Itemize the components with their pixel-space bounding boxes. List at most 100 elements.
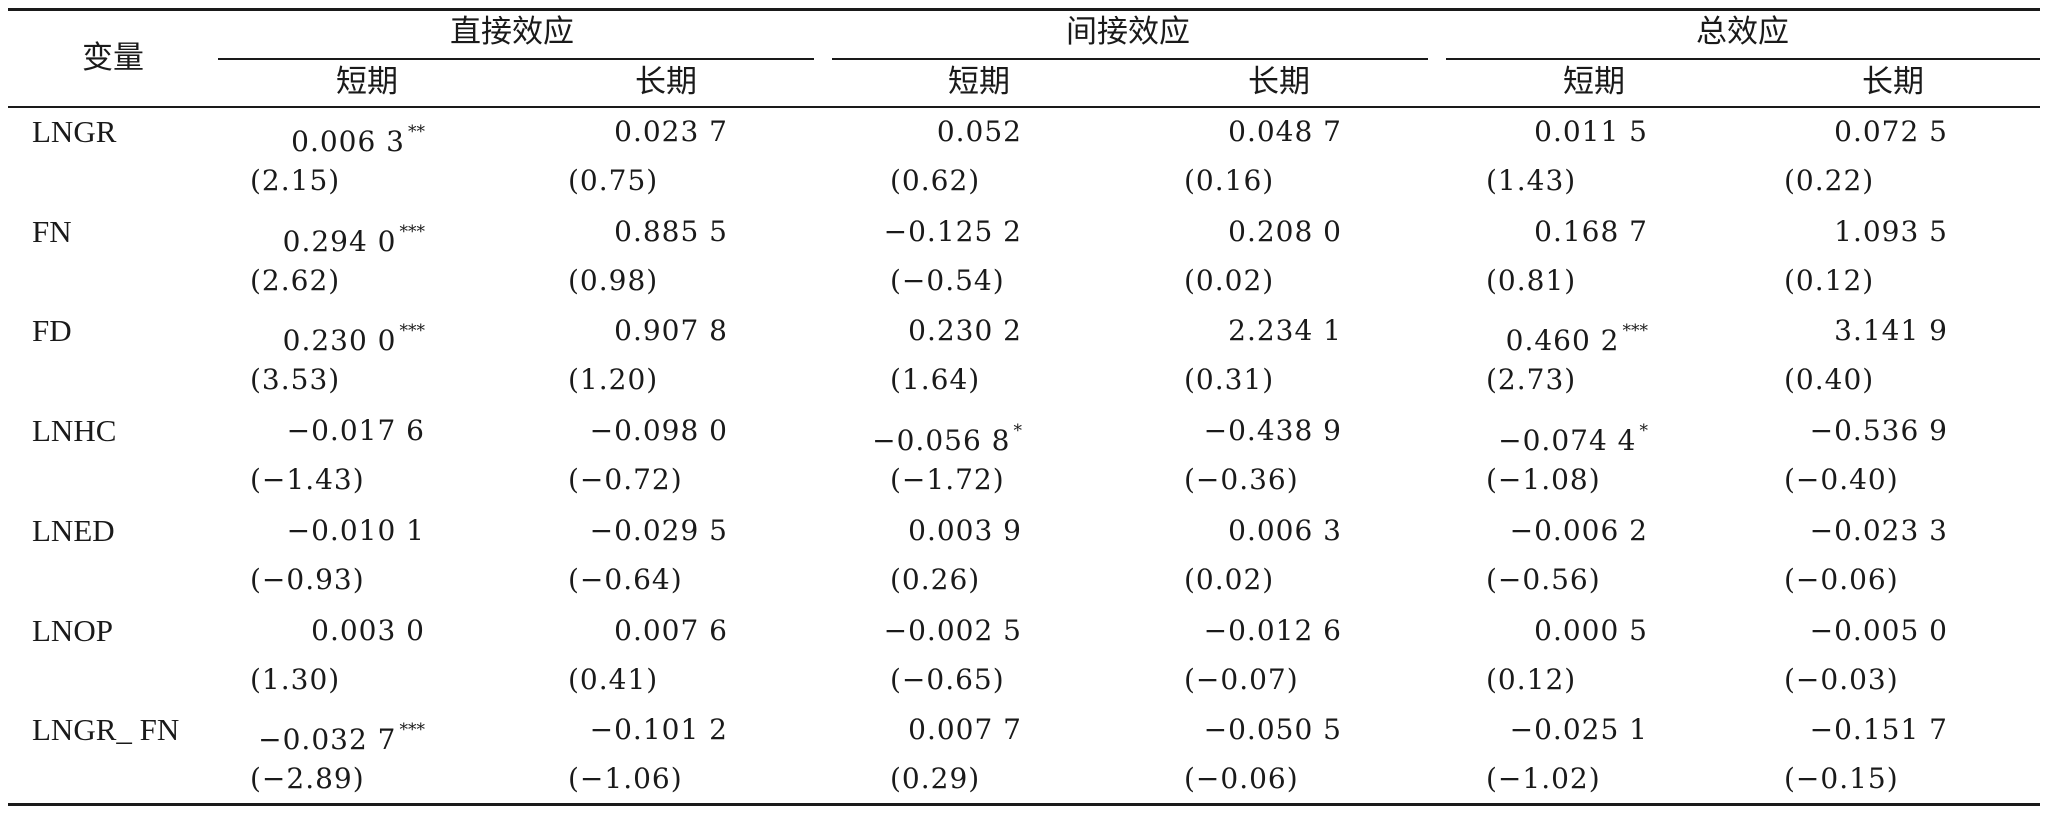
coefficient-value: −0.074 4 (1498, 424, 1637, 458)
coefficient-cell: −0.032 7 *** (258, 710, 425, 760)
indirect-group-rule (832, 58, 1428, 60)
coefficient-cell: 0.460 2 *** (1506, 311, 1648, 361)
coefficient-value: 0.003 9 (908, 513, 1022, 547)
t-stat-cell: (2.73) (1486, 363, 1577, 397)
coefficient-value: 0.006 3 (1228, 513, 1342, 547)
t-stat-cell: (−0.07) (1184, 662, 1299, 696)
group-header-indirect: 间接效应 (1066, 14, 1190, 50)
subhead-indirect-long: 长期 (1248, 64, 1310, 100)
coefficient-value: 3.141 9 (1834, 314, 1948, 348)
t-stat-cell: (0.81) (1486, 263, 1577, 297)
t-stat-cell: (0.12) (1784, 263, 1875, 297)
t-stat-cell: (1.20) (568, 363, 659, 397)
significance-stars: * (1639, 421, 1649, 442)
header-rule (8, 106, 2040, 108)
coefficient-cell: 0.011 5 (1534, 112, 1648, 152)
coefficient-cell: −0.017 6 (287, 411, 425, 451)
row-label: LNHC (32, 413, 117, 449)
coefficient-value: 0.006 3 (291, 125, 405, 158)
coefficient-cell: −0.536 9 (1810, 411, 1948, 451)
t-stat-cell: (0.22) (1784, 164, 1875, 197)
coefficient-value: 0.885 5 (614, 214, 728, 248)
coefficient-cell: 0.003 9 (908, 511, 1022, 551)
coefficient-value: 0.048 7 (1228, 115, 1342, 148)
significance-stars: *** (399, 720, 426, 741)
t-stat-cell: (3.53) (250, 363, 341, 397)
coefficient-cell: −0.151 7 (1810, 710, 1948, 750)
coefficient-value: 0.023 7 (614, 115, 728, 148)
coefficient-cell: 3.141 9 (1834, 311, 1948, 351)
coefficient-cell: 0.052 (937, 112, 1022, 152)
coefficient-cell: −0.006 2 (1510, 511, 1648, 551)
coefficient-value: 0.168 7 (1534, 214, 1648, 248)
group-header-direct: 直接效应 (450, 14, 574, 50)
coefficient-value: −0.098 0 (589, 414, 728, 448)
row-label: LNED (32, 512, 115, 548)
t-stat-cell: (−1.72) (890, 463, 1005, 497)
coefficient-value: −0.438 9 (1203, 414, 1342, 448)
t-stat-cell: (−0.56) (1486, 562, 1601, 596)
coefficient-value: −0.002 5 (883, 613, 1022, 647)
coefficient-cell: 0.003 0 (311, 611, 425, 651)
coefficient-cell: 2.234 1 (1228, 311, 1342, 351)
coefficient-value: 0.007 6 (614, 613, 728, 647)
significance-stars: *** (1622, 321, 1649, 342)
t-stat-cell: (−0.06) (1784, 562, 1899, 596)
bottom-rule (8, 803, 2040, 806)
t-stat-cell: (−1.43) (250, 463, 365, 497)
significance-stars: *** (399, 221, 426, 242)
row-label: LNGR (32, 114, 117, 149)
coefficient-value: −0.005 0 (1809, 613, 1948, 647)
direct-group-rule (218, 58, 814, 60)
coefficient-value: 0.052 (936, 115, 1022, 148)
coefficient-cell: 0.006 3 ** (291, 112, 425, 162)
t-stat-cell: (−1.02) (1486, 762, 1601, 796)
t-stat-cell: (0.98) (568, 263, 659, 297)
coefficient-value: −0.050 5 (1203, 713, 1342, 747)
row-label: LNOP (32, 612, 113, 648)
t-stat-cell: (1.64) (890, 363, 981, 397)
subhead-indirect-short: 短期 (948, 64, 1010, 100)
t-stat-cell: (2.15) (250, 164, 341, 197)
coefficient-cell: −0.098 0 (590, 411, 728, 451)
t-stat-cell: (0.02) (1184, 263, 1275, 297)
coefficient-cell: −0.023 3 (1810, 511, 1948, 551)
t-stat-cell: (−0.15) (1784, 762, 1899, 796)
t-stat-cell: (0.31) (1184, 363, 1275, 397)
t-stat-cell: (1.30) (250, 662, 341, 696)
coefficient-cell: 0.230 0 *** (283, 311, 425, 361)
coefficient-value: −0.010 1 (286, 513, 425, 547)
t-stat-cell: (−0.03) (1784, 662, 1899, 696)
coefficient-value: 0.003 0 (311, 613, 425, 647)
coefficient-cell: −0.125 2 (884, 212, 1022, 252)
t-stat-cell: (−0.72) (568, 463, 683, 497)
coefficient-cell: 0.023 7 (614, 112, 728, 152)
coefficient-cell: 0.072 5 (1834, 112, 1948, 152)
coefficient-value: 0.230 2 (908, 314, 1022, 348)
coefficient-cell: 0.007 6 (614, 611, 728, 651)
coefficient-value: 0.460 2 (1505, 324, 1620, 358)
coefficient-value: −0.536 9 (1809, 414, 1948, 448)
total-group-rule (1446, 58, 2040, 60)
coefficient-value: −0.029 5 (589, 513, 728, 547)
t-stat-cell: (−0.54) (890, 263, 1005, 297)
row-label: LNGR_ FN (32, 712, 180, 748)
subhead-direct-short: 短期 (336, 64, 398, 100)
t-stat-cell: (−0.36) (1184, 463, 1299, 497)
coefficient-value: −0.151 7 (1809, 713, 1948, 747)
coefficient-cell: 0.208 0 (1228, 212, 1342, 252)
coefficient-value: 0.907 8 (614, 314, 728, 348)
coefficient-value: 0.011 5 (1534, 115, 1648, 148)
t-stat-cell: (0.16) (1184, 164, 1275, 197)
coefficient-cell: 0.000 5 (1534, 611, 1648, 651)
coefficient-value: −0.101 2 (589, 713, 728, 747)
t-stat-cell: (0.41) (568, 662, 659, 696)
coefficient-value: −0.012 6 (1203, 613, 1342, 647)
t-stat-cell: (0.62) (890, 164, 981, 197)
subhead-total-short: 短期 (1563, 64, 1625, 100)
coefficient-value: 0.230 0 (282, 324, 397, 358)
variable-header: 变量 (82, 40, 144, 76)
t-stat-cell: (−1.06) (568, 762, 683, 796)
coefficient-cell: 0.230 2 (908, 311, 1022, 351)
